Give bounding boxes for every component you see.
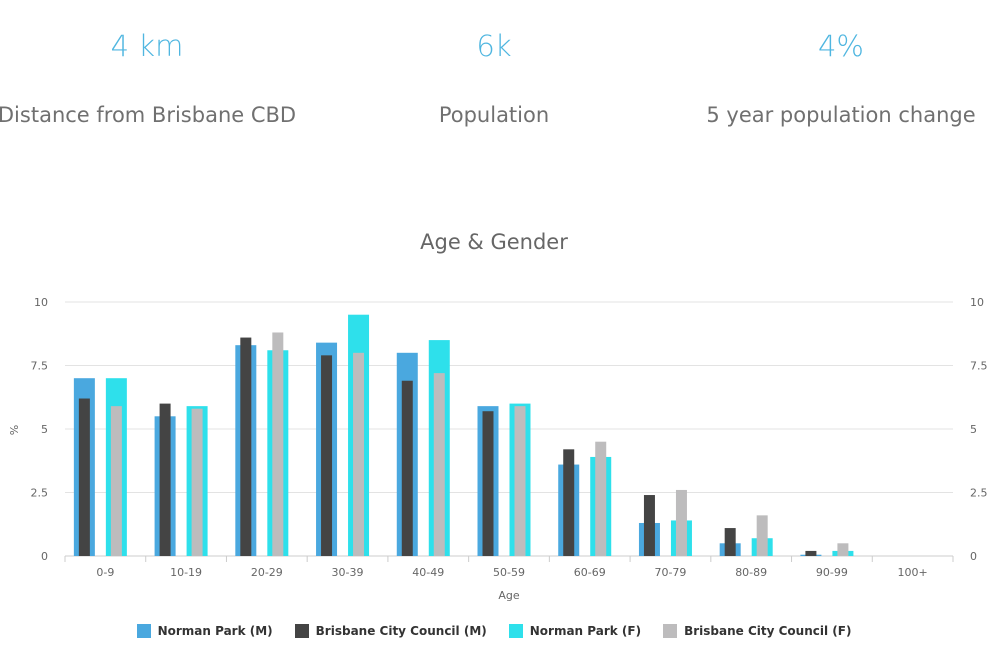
legend-item[interactable]: Brisbane City Council (F) xyxy=(663,624,851,638)
bar-4-50-59 xyxy=(514,406,526,556)
bar-2-20-29 xyxy=(240,337,252,556)
stat-population-change-label: 5 year population change xyxy=(706,103,976,127)
x-tick-label: 0-9 xyxy=(96,566,114,579)
stat-population-change: 4% 5 year population change xyxy=(691,26,991,128)
y-tick-label-right: 2.5 xyxy=(970,487,988,500)
x-tick-label: 50-59 xyxy=(493,566,525,579)
y-axis-label: % xyxy=(8,425,21,435)
legend-label: Norman Park (F) xyxy=(529,624,642,638)
x-tick-label: 90-99 xyxy=(816,566,848,579)
y-tick-label-right: 5 xyxy=(970,423,977,436)
stat-population: 6k Population xyxy=(344,26,644,128)
legend-item[interactable]: Norman Park (F) xyxy=(508,624,642,638)
legend-label: Brisbane City Council (M) xyxy=(315,624,487,638)
bar-4-20-29 xyxy=(272,332,284,556)
chart-title: Age & Gender xyxy=(420,230,568,254)
bar-2-90-99 xyxy=(805,550,817,556)
bar-2-50-59 xyxy=(482,411,494,556)
legend-label: Brisbane City Council (F) xyxy=(684,624,852,638)
legend-item[interactable]: Brisbane City Council (M) xyxy=(294,624,487,638)
bar-2-60-69 xyxy=(563,449,575,556)
y-tick-label-right: 10 xyxy=(970,296,984,309)
bar-2-30-39 xyxy=(321,355,333,556)
stat-distance-value: 4 km xyxy=(110,29,184,63)
bar-4-70-79 xyxy=(675,489,687,556)
stat-population-change-value: 4% xyxy=(817,29,864,63)
x-tick-label: 40-49 xyxy=(412,566,444,579)
bar-2-10-19 xyxy=(159,403,171,556)
legend-swatch xyxy=(663,624,678,638)
bar-4-10-19 xyxy=(191,408,203,556)
bar-2-40-49 xyxy=(401,380,413,556)
stat-distance-label: Distance from Brisbane CBD xyxy=(0,103,297,127)
stat-distance: 4 km Distance from Brisbane CBD xyxy=(0,26,297,128)
legend-swatch xyxy=(294,624,309,638)
bar-4-0-9 xyxy=(110,406,122,556)
bar-4-90-99 xyxy=(837,543,849,556)
stat-population-label: Population xyxy=(438,103,550,127)
y-tick-label-left: 0 xyxy=(41,550,48,563)
y-tick-label-right: 7.5 xyxy=(970,360,988,373)
x-tick-label: 70-79 xyxy=(654,566,686,579)
legend-item[interactable]: Norman Park (M) xyxy=(136,624,273,638)
chart-legend: Norman Park (M) Brisbane City Council (M)… xyxy=(0,624,988,638)
y-tick-label-left: 5 xyxy=(41,423,48,436)
stat-population-value: 6k xyxy=(476,29,512,63)
bar-4-80-89 xyxy=(756,515,768,556)
bar-4-60-69 xyxy=(595,441,607,556)
y-tick-label-left: 7.5 xyxy=(31,360,49,373)
x-axis-label: Age xyxy=(498,589,520,602)
x-tick-label: 30-39 xyxy=(332,566,364,579)
x-tick-label: 60-69 xyxy=(574,566,606,579)
x-tick-label: 20-29 xyxy=(251,566,283,579)
x-tick-label: 10-19 xyxy=(170,566,202,579)
y-tick-label-right: 0 xyxy=(970,550,977,563)
bar-2-80-89 xyxy=(724,528,736,556)
bar-2-70-79 xyxy=(643,495,655,556)
y-tick-label-left: 2.5 xyxy=(31,487,49,500)
x-tick-label: 100+ xyxy=(898,566,928,579)
y-tick-label-left: 10 xyxy=(34,296,48,309)
legend-swatch xyxy=(136,624,151,638)
bar-2-0-9 xyxy=(78,398,90,556)
x-tick-label: 80-89 xyxy=(735,566,767,579)
bar-4-40-49 xyxy=(433,373,445,556)
bar-4-30-39 xyxy=(353,352,365,556)
legend-label: Norman Park (M) xyxy=(157,624,273,638)
legend-swatch xyxy=(508,624,523,638)
